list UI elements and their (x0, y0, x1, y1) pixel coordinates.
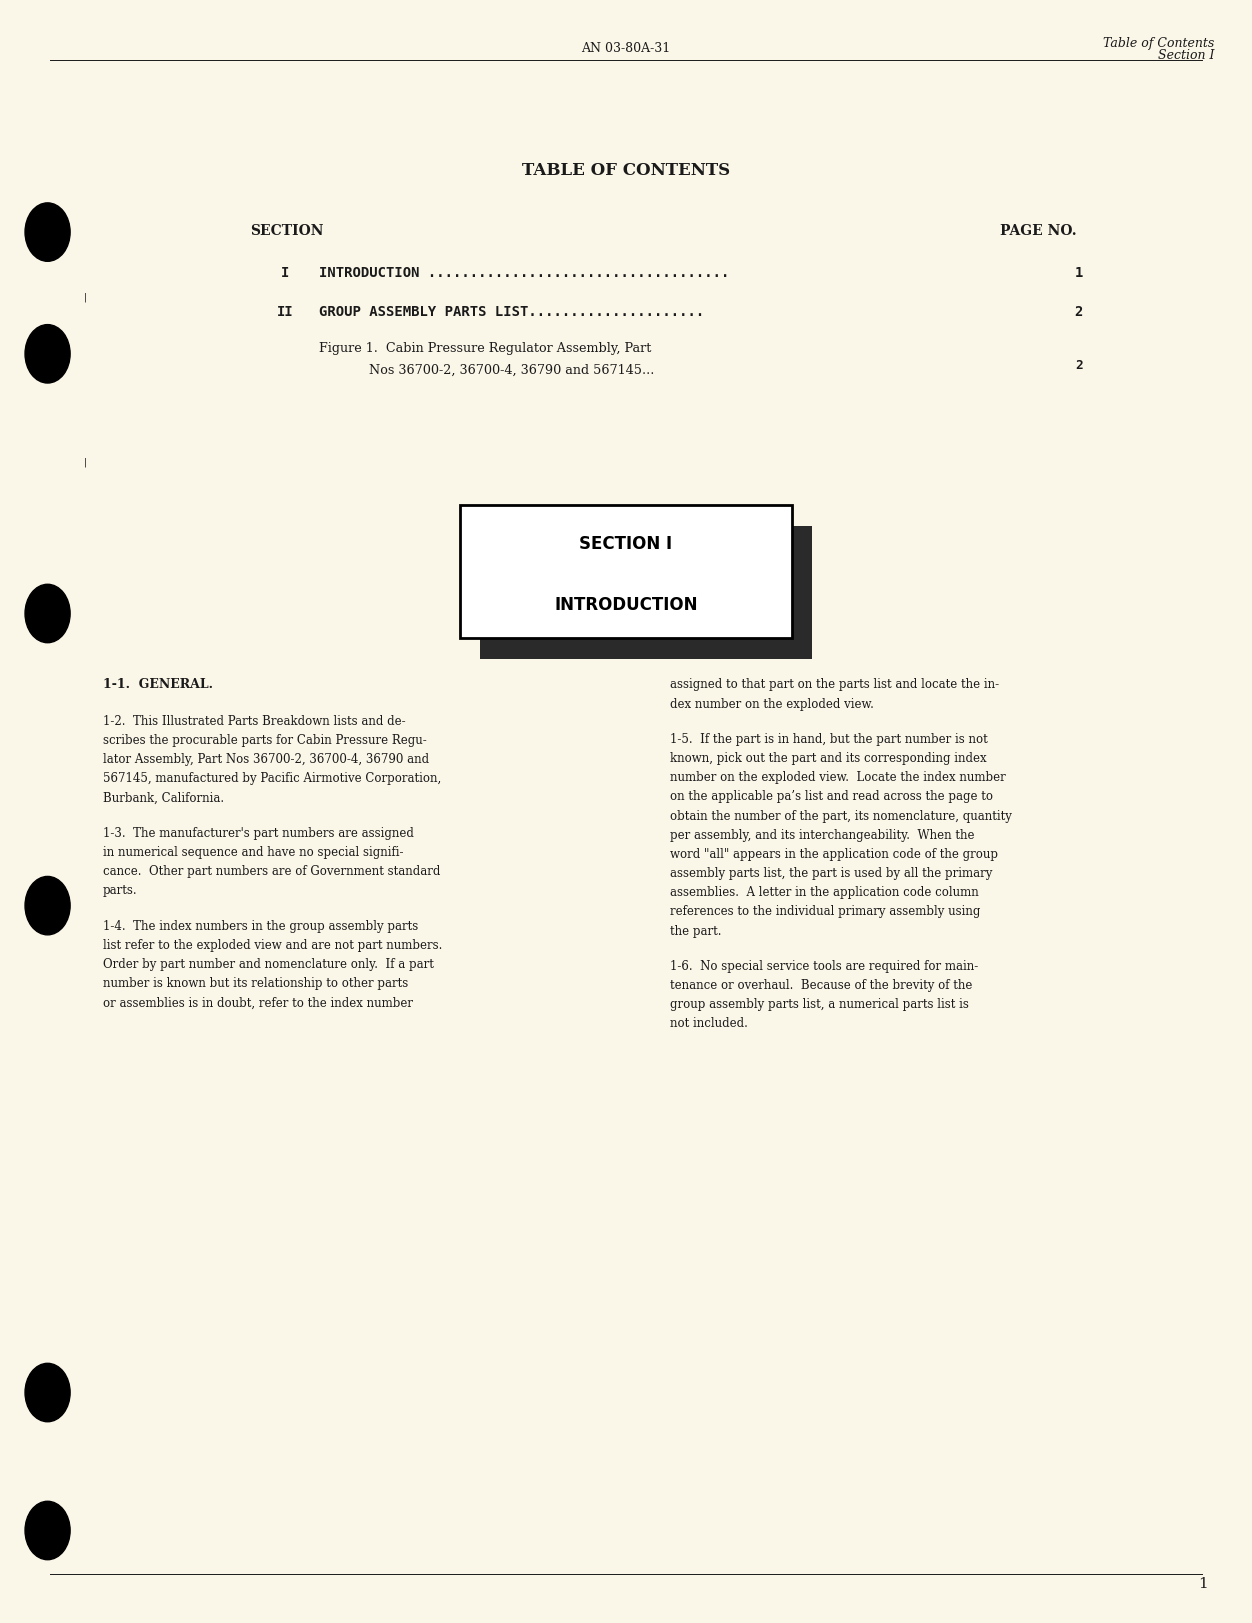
Text: assembly parts list, the part is used by all the primary: assembly parts list, the part is used by… (670, 867, 992, 880)
Text: obtain the number of the part, its nomenclature, quantity: obtain the number of the part, its nomen… (670, 810, 1012, 823)
Text: SECTION I: SECTION I (580, 534, 672, 553)
Circle shape (25, 203, 70, 261)
Text: number is known but its relationship to other parts: number is known but its relationship to … (103, 977, 408, 990)
Text: 1-6.  No special service tools are required for main-: 1-6. No special service tools are requir… (670, 959, 978, 972)
Text: number on the exploded view.  Locate the index number: number on the exploded view. Locate the … (670, 771, 1005, 784)
Text: lator Assembly, Part Nos 36700-2, 36700-4, 36790 and: lator Assembly, Part Nos 36700-2, 36700-… (103, 753, 428, 766)
Text: scribes the procurable parts for Cabin Pressure Regu-: scribes the procurable parts for Cabin P… (103, 734, 427, 747)
Text: 2: 2 (1074, 305, 1083, 320)
FancyBboxPatch shape (461, 505, 793, 638)
Circle shape (25, 1363, 70, 1422)
Text: INTRODUCTION ....................................: INTRODUCTION ...........................… (319, 266, 730, 281)
Circle shape (25, 1501, 70, 1560)
Text: Figure 1.  Cabin Pressure Regulator Assembly, Part: Figure 1. Cabin Pressure Regulator Assem… (319, 342, 651, 355)
Text: or assemblies is in doubt, refer to the index number: or assemblies is in doubt, refer to the … (103, 997, 413, 1010)
Text: Burbank, California.: Burbank, California. (103, 792, 224, 805)
Text: per assembly, and its interchangeability.  When the: per assembly, and its interchangeability… (670, 829, 974, 842)
Text: known, pick out the part and its corresponding index: known, pick out the part and its corresp… (670, 751, 987, 764)
Text: |: | (84, 458, 86, 467)
Text: Section I: Section I (1158, 49, 1214, 62)
Text: SECTION: SECTION (250, 224, 324, 239)
Text: Nos 36700-2, 36700-4, 36790 and 567145...: Nos 36700-2, 36700-4, 36790 and 567145..… (369, 364, 655, 377)
Text: tenance or overhaul.  Because of the brevity of the: tenance or overhaul. Because of the brev… (670, 979, 973, 992)
Text: assemblies.  A letter in the application code column: assemblies. A letter in the application … (670, 886, 979, 899)
Text: the part.: the part. (670, 925, 721, 938)
Text: TABLE OF CONTENTS: TABLE OF CONTENTS (522, 162, 730, 179)
Text: |: | (84, 292, 86, 302)
Text: in numerical sequence and have no special signifi-: in numerical sequence and have no specia… (103, 846, 403, 859)
Circle shape (25, 584, 70, 643)
Text: list refer to the exploded view and are not part numbers.: list refer to the exploded view and are … (103, 938, 442, 951)
Text: II: II (277, 305, 294, 320)
Text: parts.: parts. (103, 885, 138, 898)
Text: 1: 1 (1198, 1576, 1208, 1591)
Text: not included.: not included. (670, 1018, 747, 1031)
Circle shape (25, 325, 70, 383)
Text: INTRODUCTION: INTRODUCTION (555, 596, 697, 615)
Text: Order by part number and nomenclature only.  If a part: Order by part number and nomenclature on… (103, 958, 433, 971)
Text: 1-1.  GENERAL.: 1-1. GENERAL. (103, 678, 213, 691)
Text: on the applicable pa’s list and read across the page to: on the applicable pa’s list and read acr… (670, 790, 993, 803)
Text: 1-4.  The index numbers in the group assembly parts: 1-4. The index numbers in the group asse… (103, 920, 418, 933)
FancyBboxPatch shape (481, 526, 813, 659)
Text: GROUP ASSEMBLY PARTS LIST.....................: GROUP ASSEMBLY PARTS LIST...............… (319, 305, 705, 320)
Text: dex number on the exploded view.: dex number on the exploded view. (670, 698, 874, 711)
Text: Table of Contents: Table of Contents (1103, 37, 1214, 50)
Text: 567145, manufactured by Pacific Airmotive Corporation,: 567145, manufactured by Pacific Airmotiv… (103, 773, 441, 786)
Text: cance.  Other part numbers are of Government standard: cance. Other part numbers are of Governm… (103, 865, 439, 878)
Text: PAGE NO.: PAGE NO. (1000, 224, 1077, 239)
Text: 1: 1 (1074, 266, 1083, 281)
Text: references to the individual primary assembly using: references to the individual primary ass… (670, 906, 980, 919)
Text: AN 03-80A-31: AN 03-80A-31 (581, 42, 671, 55)
Circle shape (25, 876, 70, 935)
Text: 1-5.  If the part is in hand, but the part number is not: 1-5. If the part is in hand, but the par… (670, 734, 988, 747)
Text: 1-3.  The manufacturer's part numbers are assigned: 1-3. The manufacturer's part numbers are… (103, 826, 413, 839)
Text: 2: 2 (1075, 359, 1083, 372)
Text: group assembly parts list, a numerical parts list is: group assembly parts list, a numerical p… (670, 998, 969, 1011)
Text: word "all" appears in the application code of the group: word "all" appears in the application co… (670, 847, 998, 860)
Text: 1-2.  This Illustrated Parts Breakdown lists and de-: 1-2. This Illustrated Parts Breakdown li… (103, 714, 406, 727)
Text: assigned to that part on the parts list and locate the in-: assigned to that part on the parts list … (670, 678, 999, 691)
Text: I: I (282, 266, 289, 281)
